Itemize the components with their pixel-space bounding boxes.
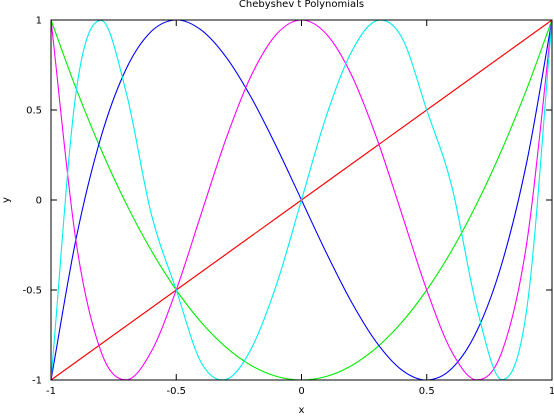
x-tick-label: -1 bbox=[46, 386, 56, 397]
x-tick-label: 1 bbox=[549, 386, 554, 397]
y-tick-label: 0.5 bbox=[26, 106, 42, 117]
y-tick-label: -0.5 bbox=[22, 286, 42, 297]
x-tick-label: 0.5 bbox=[419, 386, 435, 397]
y-axis-label: y bbox=[1, 197, 12, 203]
y-tick-label: 1 bbox=[36, 16, 42, 27]
chart-title: Chebyshev t Polynomials bbox=[239, 0, 364, 10]
tick-group: -1 -0.5 0 0.5 1 -1 -0.5 0 0.5 1 bbox=[22, 16, 554, 398]
series-line-t5 bbox=[50, 19, 553, 381]
x-tick-label: 0 bbox=[298, 386, 304, 397]
x-tick-label: -0.5 bbox=[166, 386, 186, 397]
y-tick-label: 0 bbox=[36, 196, 42, 207]
x-axis-label: x bbox=[299, 405, 305, 415]
y-tick-label: -1 bbox=[32, 376, 42, 387]
